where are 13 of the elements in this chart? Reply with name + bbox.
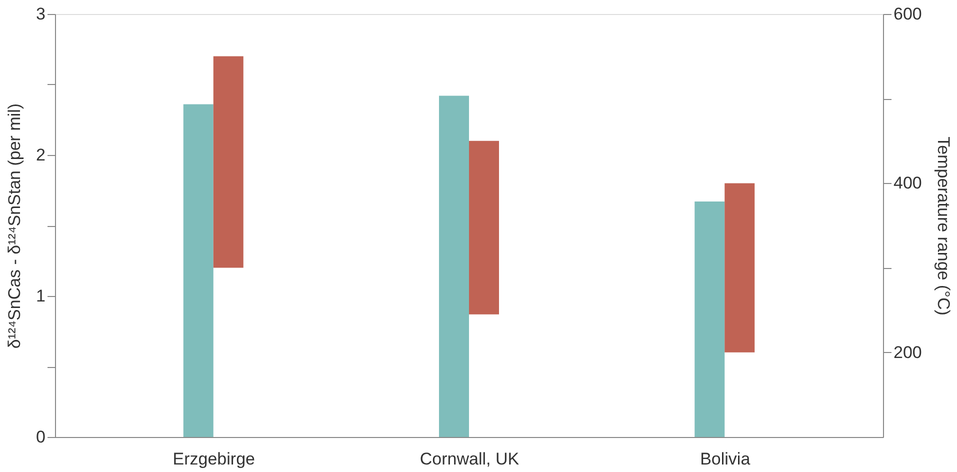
- y-tick-label: 1: [36, 286, 46, 306]
- y2-tick-label: 400: [894, 174, 922, 193]
- y-axis-title: δ¹²⁴SnCas - δ¹²⁴SnStan (per mil): [5, 103, 24, 349]
- x-tick-label: Erzgebirge: [172, 450, 255, 468]
- x-tick-label: Cornwall, UK: [420, 450, 520, 468]
- y2-tick-label: 200: [894, 342, 922, 362]
- y2-tick-label: 600: [894, 4, 922, 24]
- y-tick-label: 2: [36, 146, 46, 164]
- x-tick-label: Bolivia: [700, 450, 751, 468]
- bar: [183, 104, 214, 437]
- y-tick-label: 0: [36, 428, 46, 446]
- y-tick-label: 3: [36, 4, 46, 24]
- y2-axis-title: Temperature range (°C): [934, 136, 953, 316]
